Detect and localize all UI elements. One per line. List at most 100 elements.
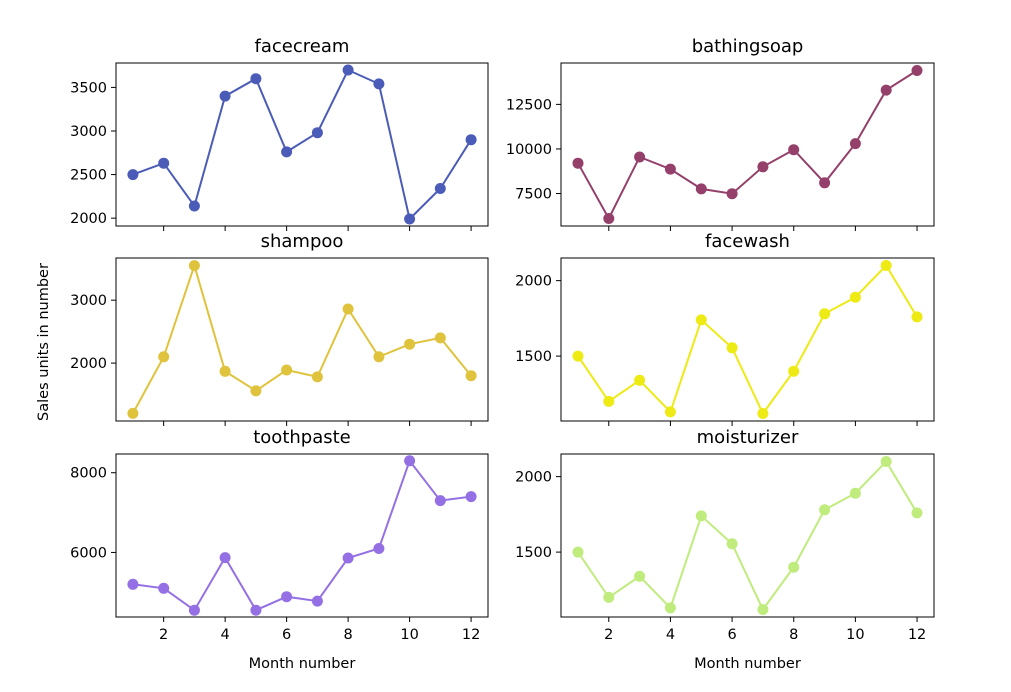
subplot-title: bathingsoap: [692, 36, 804, 57]
data-point: [757, 604, 769, 615]
data-point: [572, 350, 584, 362]
data-point: [250, 604, 262, 616]
subplot-frame: [115, 257, 489, 422]
subplot-toothpaste: toothpaste 6000 8000 2 4 6 8 10 12 Month number: [70, 427, 489, 672]
data-point: [158, 582, 170, 594]
subplot-shampoo: shampoo 2000 3000: [70, 231, 489, 426]
data-point: [849, 487, 861, 499]
data-point: [158, 157, 170, 169]
y-tick-label: 3500: [70, 80, 107, 96]
data-point: [434, 183, 446, 194]
data-point: [281, 146, 293, 158]
x-axis-label: Month number: [249, 656, 356, 672]
subplot-facecream: facecream 2000 2500 3000 3500: [70, 36, 489, 231]
subplot-title: toothpaste: [253, 427, 351, 448]
subplot-panels: facecream 2000 2500 3000 3500 bathingsoap 7500…: [70, 36, 935, 672]
y-tick-label: 10000: [506, 142, 552, 158]
data-point: [849, 138, 861, 150]
y-tick-label: 12500: [506, 97, 552, 113]
data-point: [188, 260, 200, 272]
y-tick-label: 8000: [70, 466, 107, 482]
x-tick-label: 10: [846, 627, 864, 643]
data-point: [127, 407, 139, 419]
data-point: [404, 455, 416, 467]
data-point: [849, 291, 861, 303]
series-line-facecream: [132, 68, 472, 221]
data-point: [757, 161, 769, 173]
subplot-frame: [115, 62, 489, 227]
data-point: [311, 127, 323, 139]
data-point: [819, 177, 831, 189]
data-point: [342, 552, 354, 564]
series-line-shampoo: [132, 262, 472, 414]
subplot-title: facewash: [705, 231, 790, 252]
data-point: [219, 90, 231, 102]
data-point: [342, 303, 354, 315]
data-point: [726, 538, 738, 550]
data-point: [572, 546, 584, 558]
data-point: [311, 371, 323, 383]
y-tick-label: 2500: [70, 168, 107, 184]
y-tick-label: 2000: [515, 470, 552, 486]
data-point: [250, 385, 262, 397]
data-point: [250, 73, 262, 85]
x-tick-label: 4: [221, 627, 230, 643]
data-point: [634, 570, 646, 582]
data-point: [603, 395, 615, 407]
data-point: [404, 338, 416, 350]
subplot-bathingsoap: bathingsoap 7500 10000 12500: [506, 36, 935, 231]
subplot-title: shampoo: [261, 231, 344, 252]
data-point: [695, 183, 707, 195]
data-point: [603, 213, 615, 224]
data-point: [911, 65, 923, 76]
data-point: [603, 591, 615, 603]
data-point: [726, 188, 738, 200]
series-line-moisturizer: [577, 459, 918, 612]
data-point: [880, 84, 892, 96]
subplot-title: facecream: [255, 36, 350, 57]
data-point: [819, 504, 831, 516]
data-point: [880, 260, 892, 271]
data-point: [634, 151, 646, 163]
data-point: [373, 543, 385, 554]
series-line-toothpaste: [132, 458, 472, 612]
subplot-moisturizer: moisturizer 1500 2000 2 4 6 8 10 12 Month number: [515, 427, 935, 672]
x-tick-label: 12: [908, 627, 926, 643]
y-tick-label: 2000: [70, 211, 107, 227]
data-point: [281, 364, 293, 376]
data-point: [281, 591, 293, 603]
x-axis-label: Month number: [694, 656, 801, 672]
data-point: [664, 163, 676, 175]
data-point: [572, 157, 584, 169]
data-point: [726, 342, 738, 354]
data-point: [465, 491, 477, 503]
y-tick-label: 2000: [515, 274, 552, 290]
data-point: [757, 408, 769, 419]
y-tick-label: 6000: [70, 545, 107, 561]
y-tick-label: 2000: [70, 356, 107, 372]
data-point: [634, 374, 646, 386]
figure-y-axis-label: Sales units in number: [36, 263, 52, 421]
data-point: [188, 200, 200, 212]
series-line-facewash: [577, 263, 918, 416]
data-point: [311, 595, 323, 607]
x-tick-label: 8: [789, 627, 798, 643]
data-point: [695, 510, 707, 522]
data-point: [664, 406, 676, 418]
subplot-title: moisturizer: [697, 427, 799, 448]
data-point: [434, 495, 446, 507]
subplot-frame: [560, 257, 935, 422]
subplot-facewash: facewash 1500 2000: [515, 231, 935, 426]
x-tick-label: 12: [462, 627, 480, 643]
subplot-frame: [560, 62, 935, 227]
series-line-bathingsoap: [577, 69, 918, 221]
x-tick-label: 2: [604, 627, 613, 643]
data-point: [342, 64, 354, 76]
data-point: [127, 578, 139, 590]
data-point: [188, 604, 200, 616]
data-point: [880, 456, 892, 467]
data-point: [158, 351, 170, 363]
data-point: [127, 169, 139, 181]
data-point: [788, 365, 800, 377]
